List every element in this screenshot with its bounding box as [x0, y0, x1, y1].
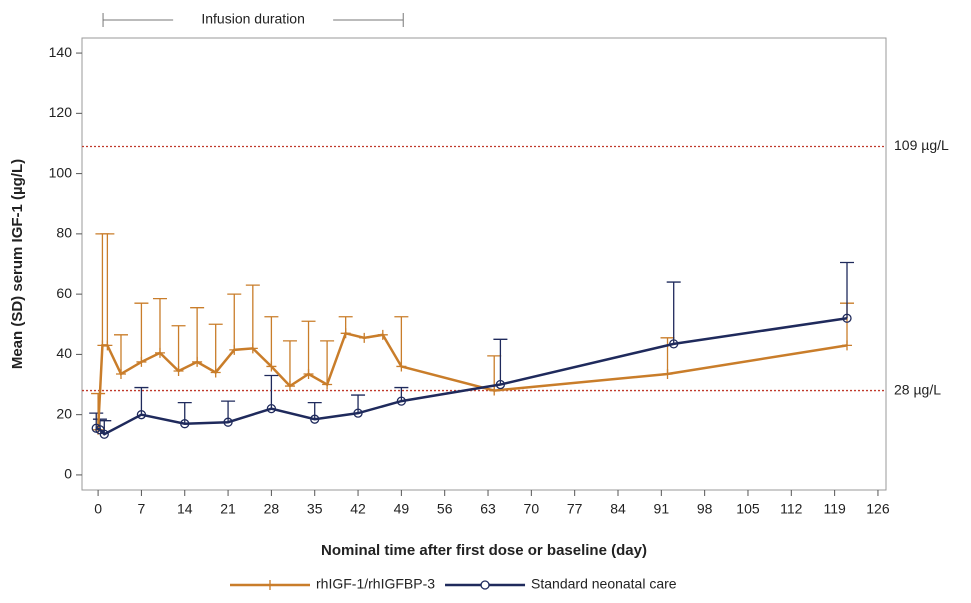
error-bar — [351, 394, 366, 414]
annotation-gap — [173, 10, 334, 30]
point — [303, 368, 314, 379]
point — [396, 396, 407, 406]
error-bar — [264, 316, 279, 367]
point — [247, 343, 258, 354]
x-tick-label: 49 — [394, 501, 410, 517]
point — [662, 368, 673, 379]
point — [210, 367, 221, 378]
y-tick-label: 140 — [49, 44, 73, 60]
point — [377, 329, 388, 340]
error-bar — [264, 374, 279, 409]
point — [102, 340, 113, 351]
error-bar — [660, 337, 675, 374]
error-bar — [113, 334, 128, 374]
point — [154, 347, 165, 358]
error-bar — [394, 386, 409, 402]
error-bar — [840, 261, 855, 319]
point — [495, 379, 506, 390]
x-tick-label: 119 — [823, 501, 846, 517]
y-tick-label: 120 — [49, 104, 73, 120]
error-bar — [190, 307, 205, 362]
y-tick-label: 100 — [49, 164, 73, 180]
x-tick-label: 28 — [264, 501, 280, 517]
y-tick-label: 60 — [56, 285, 72, 301]
series-line — [96, 331, 848, 430]
error-bar — [301, 320, 316, 374]
point — [266, 403, 277, 414]
error-bar — [245, 284, 260, 349]
error-bar — [320, 340, 335, 385]
legend-label: rhIGF-1/rhIGFBP-3 — [316, 576, 435, 592]
error-bar — [666, 281, 681, 344]
point — [136, 356, 147, 367]
annotation-text: Infusion duration — [201, 11, 305, 27]
y-tick-label: 0 — [64, 466, 72, 482]
error-bar — [208, 323, 223, 373]
x-tick-label: 35 — [307, 501, 323, 517]
point — [115, 368, 126, 379]
x-tick-label: 84 — [610, 501, 626, 517]
x-tick-label: 0 — [94, 501, 102, 517]
x-tick-label: 42 — [350, 501, 366, 517]
legend-marker — [480, 580, 490, 590]
x-tick-label: 91 — [654, 501, 670, 517]
y-tick-label: 20 — [56, 405, 72, 421]
x-tick-label: 77 — [567, 501, 583, 517]
point — [180, 419, 190, 429]
reference-label: 109 µg/L — [894, 137, 949, 153]
error-bar — [227, 293, 242, 350]
legend-label: Standard neonatal care — [531, 576, 677, 592]
point — [99, 429, 109, 439]
x-tick-label: 63 — [480, 501, 496, 517]
error-bar — [394, 316, 409, 367]
series-line — [95, 317, 848, 436]
error-bar — [134, 302, 149, 362]
x-tick-label: 21 — [220, 501, 236, 517]
point — [340, 328, 351, 339]
point — [322, 379, 333, 390]
x-tick-label: 7 — [138, 501, 146, 517]
point — [192, 356, 203, 367]
x-tick-label: 126 — [866, 501, 890, 517]
error-bar — [177, 401, 192, 424]
plot-frame — [81, 37, 887, 491]
reference-label: 28 µg/L — [894, 381, 941, 397]
error-bar — [89, 412, 104, 429]
point — [396, 361, 407, 372]
point — [136, 410, 147, 420]
x-tick-label: 56 — [437, 501, 453, 517]
error-bar — [282, 340, 297, 387]
point — [223, 417, 233, 427]
point — [359, 332, 370, 343]
point — [229, 344, 240, 355]
y-axis-label: Mean (SD) serum IGF-1 (µg/L) — [9, 159, 26, 369]
x-tick-label: 105 — [736, 501, 760, 517]
y-tick-label: 80 — [56, 225, 72, 241]
point — [842, 313, 852, 323]
point — [842, 340, 853, 351]
point — [669, 339, 679, 349]
x-tick-label: 98 — [697, 501, 713, 517]
point — [284, 381, 295, 392]
error-bar — [221, 400, 236, 423]
error-bar — [307, 401, 322, 420]
point — [266, 361, 277, 372]
x-tick-label: 112 — [780, 501, 803, 517]
x-tick-label: 70 — [524, 501, 540, 517]
x-axis-label: Nominal time after first dose or baselin… — [321, 542, 647, 559]
x-tick-label: 14 — [177, 501, 193, 517]
point — [489, 385, 500, 396]
point — [353, 408, 363, 418]
error-bar — [100, 233, 115, 346]
error-bar — [171, 325, 186, 371]
error-bar — [152, 298, 167, 353]
error-bar — [493, 338, 508, 385]
point — [173, 365, 184, 376]
point — [310, 414, 320, 424]
y-tick-label: 40 — [56, 345, 72, 361]
